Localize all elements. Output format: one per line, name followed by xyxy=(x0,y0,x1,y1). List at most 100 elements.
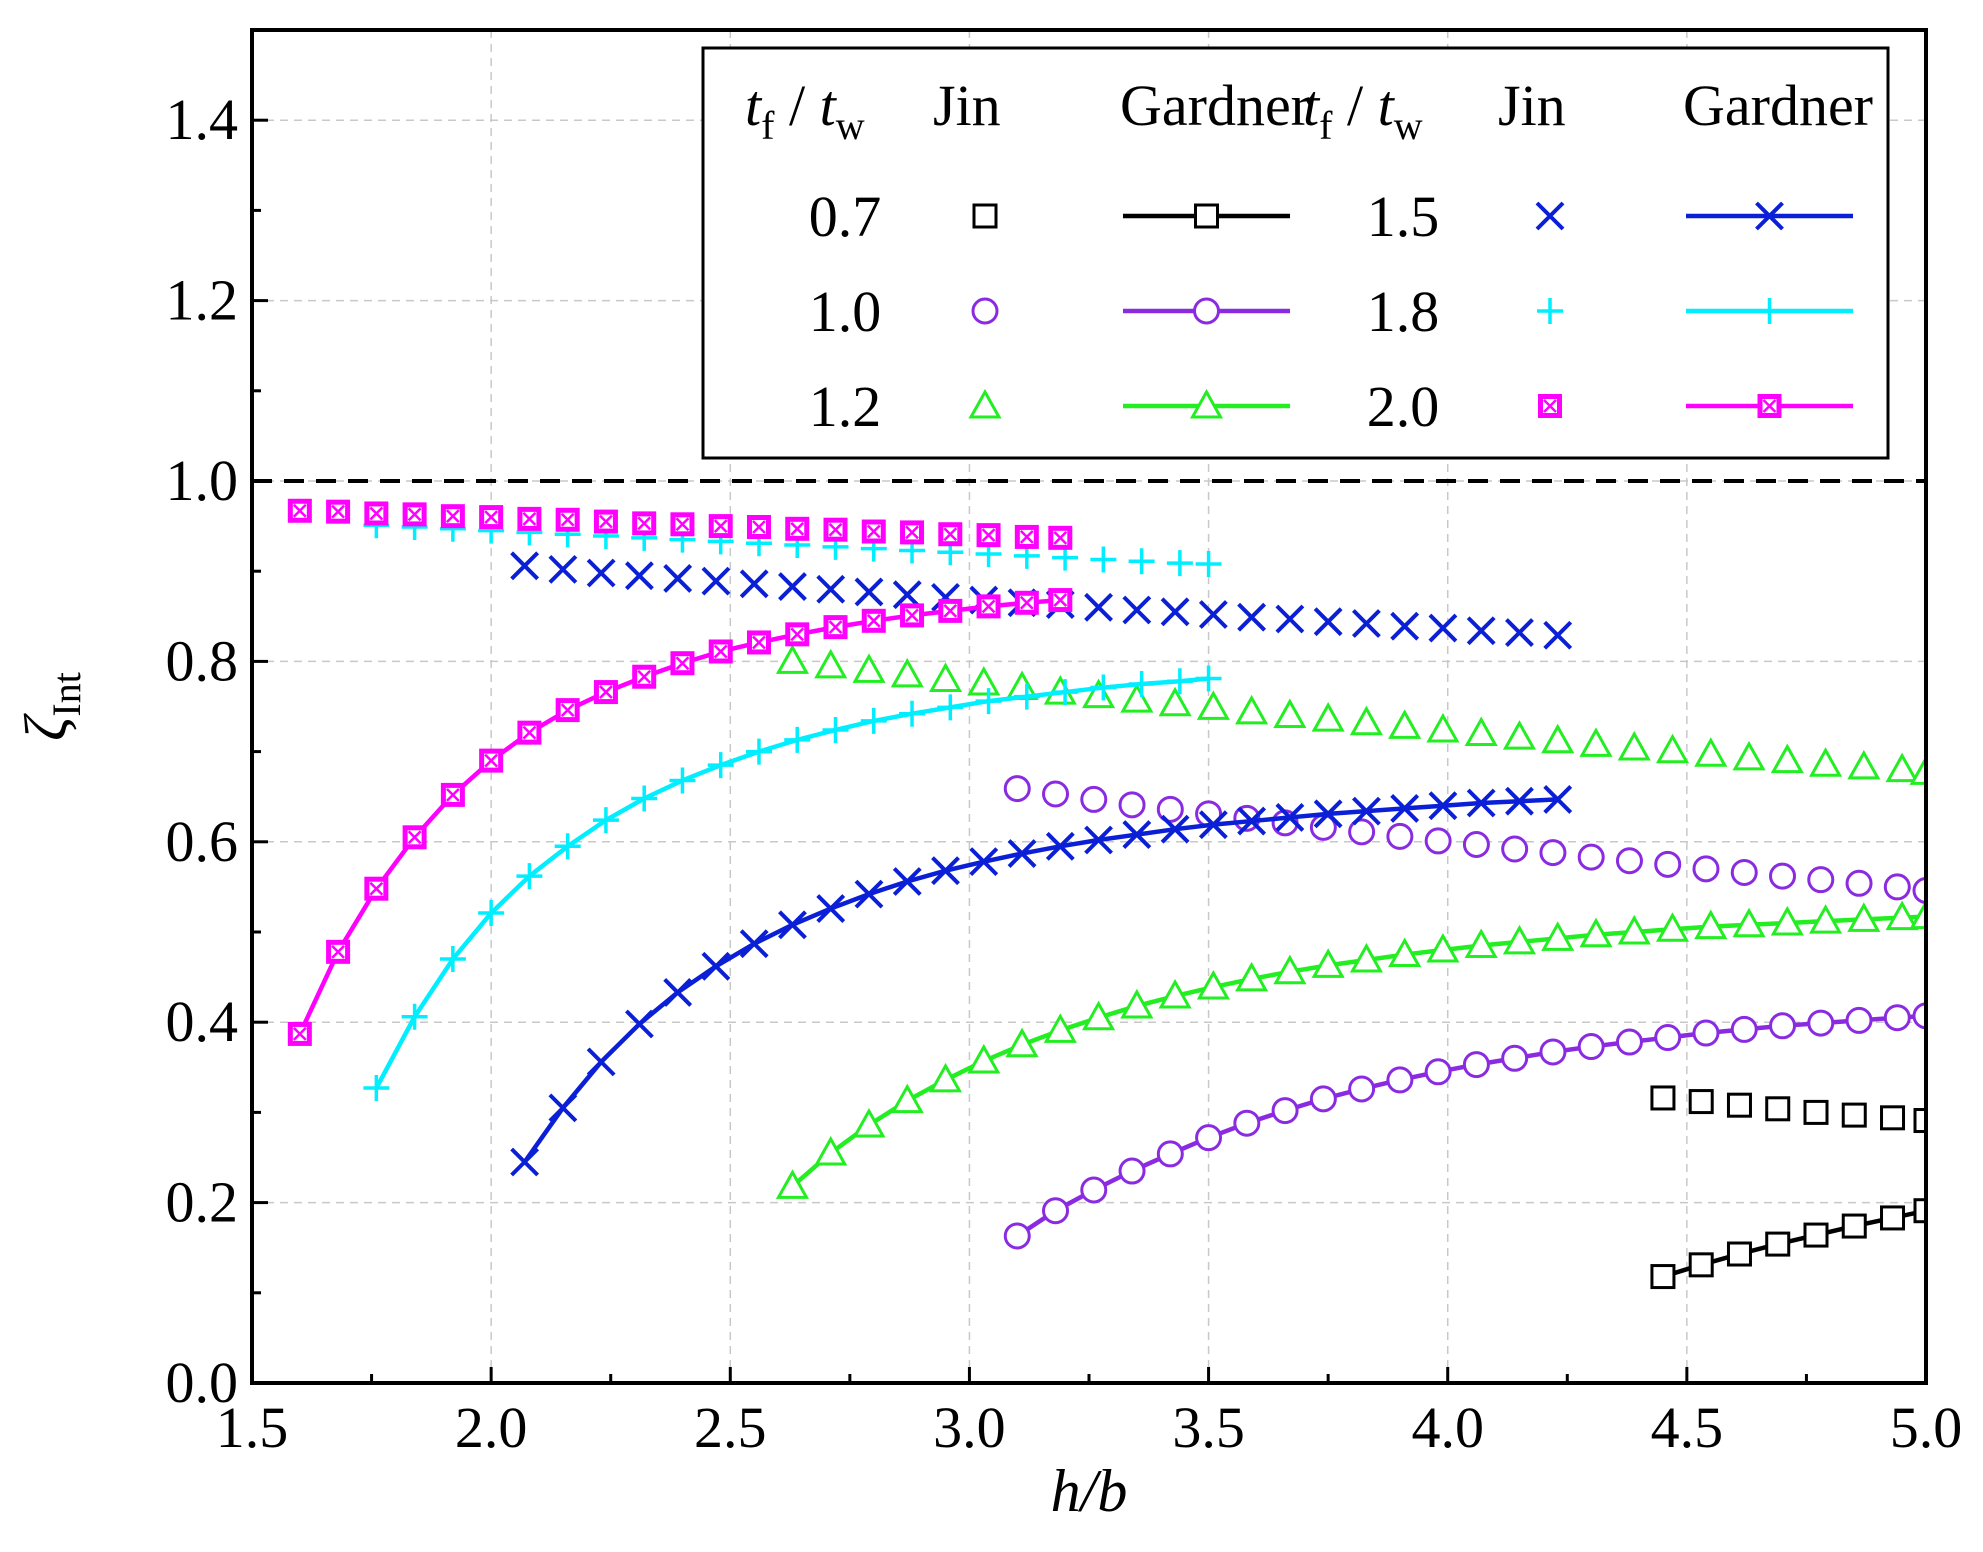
gardner-point-2.0 xyxy=(976,594,1001,619)
legend-header-part: / xyxy=(1332,73,1377,138)
gardner-point-0.7 xyxy=(1913,1198,1926,1224)
gardner-point-1.0 xyxy=(1424,1058,1452,1086)
jin-point-1.2 xyxy=(1770,743,1804,774)
legend-jin-marker-2.0 xyxy=(1538,394,1562,418)
jin-point-1.0 xyxy=(1348,818,1376,846)
jin-point-1.2 xyxy=(1732,740,1766,771)
gardner-point-1.0 xyxy=(1912,1002,1926,1030)
gardner-point-2.0 xyxy=(900,603,925,628)
y-tick-label: 0.6 xyxy=(166,809,239,874)
gardner-point-1.8 xyxy=(784,726,811,753)
jin-point-2.0 xyxy=(593,509,618,534)
jin-point-1.0 xyxy=(1730,858,1758,886)
gardner-point-1.0 xyxy=(1615,1028,1643,1056)
jin-point-1.2 xyxy=(967,665,1001,696)
gardner-point-1.0 xyxy=(1233,1109,1261,1137)
jin-point-1.2 xyxy=(1311,702,1345,732)
gardner-point-0.7 xyxy=(1803,1222,1829,1248)
jin-point-1.5 xyxy=(624,561,654,591)
jin-point-2.0 xyxy=(479,505,504,530)
jin-point-0.7 xyxy=(1650,1085,1676,1111)
x-tick-label: 1.5 xyxy=(216,1395,289,1460)
gardner-point-2.0 xyxy=(402,825,427,850)
jin-point-2.0 xyxy=(670,512,695,537)
legend-ratio-label: 1.8 xyxy=(1367,279,1440,344)
gardner-point-2.0 xyxy=(1014,590,1039,615)
jin-point-2.0 xyxy=(823,517,848,542)
axis-labels: h/b ζInt xyxy=(13,672,1127,1524)
jin-point-1.2 xyxy=(1885,752,1919,783)
gardner-point-1.5 xyxy=(1122,820,1152,849)
jin-point-0.7 xyxy=(1688,1089,1714,1115)
jin-point-1.5 xyxy=(1390,611,1420,641)
jin-point-1.0 xyxy=(1577,843,1605,871)
gardner-point-1.2 xyxy=(1196,969,1230,1000)
gardner-point-1.5 xyxy=(1275,803,1305,832)
jin-point-1.0 xyxy=(1042,780,1070,808)
gardner-point-1.0 xyxy=(1042,1197,1070,1225)
gardner-point-1.2 xyxy=(1273,954,1307,985)
jin-point-2.0 xyxy=(785,516,810,541)
gardner-point-1.8 xyxy=(1195,665,1222,692)
jin-point-1.2 xyxy=(1809,747,1843,777)
ticks: 1.5 2.0 2.5 3.0 3.5 4.0 4.5 5.0 0.0 0.2 0.4 0.6 0.8 1… xyxy=(166,87,1963,1460)
gardner-point-1.8 xyxy=(669,767,696,794)
gardner-point-1.5 xyxy=(1198,810,1228,840)
jin-point-1.5 xyxy=(663,564,693,593)
gardner-point-1.0 xyxy=(1462,1051,1490,1079)
legend-ratio-label: 1.5 xyxy=(1367,184,1440,249)
gardner-point-1.5 xyxy=(1543,784,1573,814)
gardner-point-1.5 xyxy=(778,910,807,940)
legend-header-part: t xyxy=(1303,73,1321,138)
jin-point-1.2 xyxy=(1120,683,1154,713)
jin-point-1.5 xyxy=(1466,616,1496,646)
gardner-point-1.5 xyxy=(892,867,922,896)
gardner-point-1.8 xyxy=(822,716,849,743)
series-1.8 xyxy=(363,512,1222,1102)
jin-point-1.0 xyxy=(1692,855,1720,883)
gardner-point-1.0 xyxy=(1883,1004,1911,1032)
jin-point-1.2 xyxy=(1617,730,1651,761)
jin-point-1.0 xyxy=(1156,795,1184,823)
legend-gardner-marker-1.0 xyxy=(1193,297,1220,325)
legend-header-part: f xyxy=(1319,103,1333,148)
gardner-point-0.7 xyxy=(1841,1213,1867,1239)
gardner-point-1.5 xyxy=(586,1047,616,1077)
jin-point-1.0 xyxy=(1080,785,1108,813)
legend-gardner-marker-1.8 xyxy=(1756,298,1783,324)
jin-point-1.2 xyxy=(1196,690,1230,720)
gardner-point-1.2 xyxy=(1809,904,1843,934)
gardner-point-1.8 xyxy=(1166,668,1193,695)
gardner-point-0.7 xyxy=(1726,1241,1752,1267)
legend-header-part: w xyxy=(1394,103,1423,148)
gardner-point-1.5 xyxy=(548,1093,578,1123)
jin-point-1.8 xyxy=(1128,548,1155,575)
jin-point-1.8 xyxy=(1166,550,1193,577)
jin-point-1.5 xyxy=(1313,607,1343,637)
legend-header-gardner: Gardner xyxy=(1120,73,1310,138)
jin-point-0.7 xyxy=(1841,1102,1867,1128)
gardner-point-2.0 xyxy=(364,876,389,901)
gardner-point-1.2 xyxy=(1005,1027,1039,1058)
jin-point-1.5 xyxy=(739,569,769,599)
gardner-point-2.0 xyxy=(785,622,810,647)
gardner-point-1.0 xyxy=(1692,1019,1720,1047)
gardner-point-1.8 xyxy=(554,833,581,860)
jin-point-2.0 xyxy=(976,523,1001,548)
jin-point-1.0 xyxy=(1883,873,1911,901)
jin-point-2.0 xyxy=(440,504,465,529)
jin-point-1.2 xyxy=(928,662,963,692)
jin-point-2.0 xyxy=(1014,524,1039,549)
x-tick-label: 3.5 xyxy=(1172,1395,1245,1460)
gardner-point-1.2 xyxy=(1464,928,1498,959)
jin-point-1.2 xyxy=(1502,720,1537,750)
jin-point-2.0 xyxy=(861,519,886,544)
gardner-point-1.8 xyxy=(401,1003,428,1030)
jin-point-1.5 xyxy=(892,580,922,610)
jin-point-1.5 xyxy=(1084,592,1113,622)
gardner-point-2.0 xyxy=(287,1021,312,1046)
gardner-point-1.5 xyxy=(624,1009,654,1039)
legend-header-ratio: tf / tw xyxy=(745,73,865,148)
x-axis-label: h/b xyxy=(1051,1458,1128,1524)
gardner-point-1.0 xyxy=(1003,1222,1031,1250)
